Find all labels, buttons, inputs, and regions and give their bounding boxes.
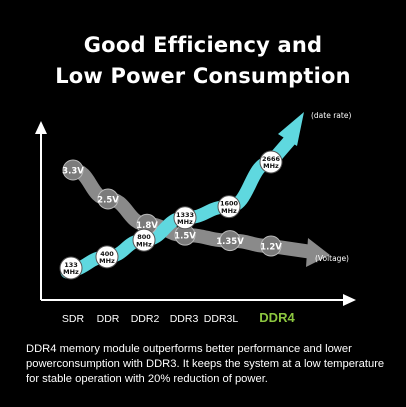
voltage-label: (Voltage) — [315, 254, 349, 263]
axes — [35, 121, 356, 306]
data-rate-label: (date rate) — [311, 111, 351, 120]
data-rate-point-6-label: 2666 MHz — [262, 155, 281, 170]
data-rate-arrowhead — [278, 112, 304, 146]
x-axis-arrowhead — [343, 294, 356, 306]
caption-text: DDR4 memory module outperforms better pe… — [26, 343, 385, 385]
voltage-point-6 — [260, 235, 282, 257]
data-rate-point-5-label: 1600 MHz — [220, 200, 239, 215]
title-line-1: Good Efficiency and — [83, 33, 323, 57]
data-rate-point-5 — [217, 195, 241, 219]
x-tick-ddr3: DDR3 — [170, 313, 199, 325]
voltage-point-5 — [219, 230, 241, 252]
data-rate-point-1-label: 133 MHz — [63, 261, 79, 276]
voltage-point-6-label: 1.2V — [260, 243, 282, 253]
x-tick-ddr4: DDR4 — [259, 310, 295, 325]
voltage-point-4-label: 1.5V — [174, 232, 196, 242]
data-rate-point-3 — [132, 228, 156, 252]
data-rate-point-4-label: 1333 MHz — [176, 211, 194, 226]
markers: 3.3V 2.5V 1.8V 1.5V 1.35V 1.2V 133 MHz 400 MHz 800… — [59, 150, 283, 280]
voltage-point-1 — [62, 159, 84, 181]
chart-title: Good Efficiency and Low Power Consumptio… — [0, 30, 406, 92]
series-labels: (date rate) (Voltage) — [311, 111, 351, 263]
voltage-point-3-label: 1.8V — [136, 221, 158, 231]
data-rate-point-4 — [173, 206, 197, 230]
data-rate-point-6 — [259, 150, 283, 174]
title-line-2: Low Power Consumption — [55, 64, 351, 88]
voltage-point-5-label: 1.35V — [216, 237, 244, 247]
voltage-point-2-label: 2.5V — [97, 195, 119, 205]
x-tick-sdr: SDR — [62, 313, 85, 325]
voltage-point-2 — [97, 188, 119, 210]
y-axis-arrowhead — [35, 121, 47, 134]
x-axis-labels: SDR DDR DDR2 DDR3 DDR3L DDR4 — [62, 310, 296, 325]
x-tick-ddr3l: DDR3L — [204, 313, 239, 325]
x-tick-ddr2: DDR2 — [131, 313, 160, 325]
voltage-point-1-label: 3.3V — [62, 167, 84, 177]
x-tick-ddr: DDR — [97, 313, 120, 325]
data-rate-point-2 — [95, 245, 119, 269]
data-rate-point-3-label: 800 MHz — [136, 233, 152, 248]
data-rate-point-1 — [59, 256, 83, 280]
voltage-arrowhead — [306, 238, 330, 267]
chart: 3.3V 2.5V 1.8V 1.5V 1.35V 1.2V 133 MHz 400 MHz 800… — [35, 111, 356, 325]
data-rate-point-2-label: 400 MHz — [99, 250, 115, 265]
